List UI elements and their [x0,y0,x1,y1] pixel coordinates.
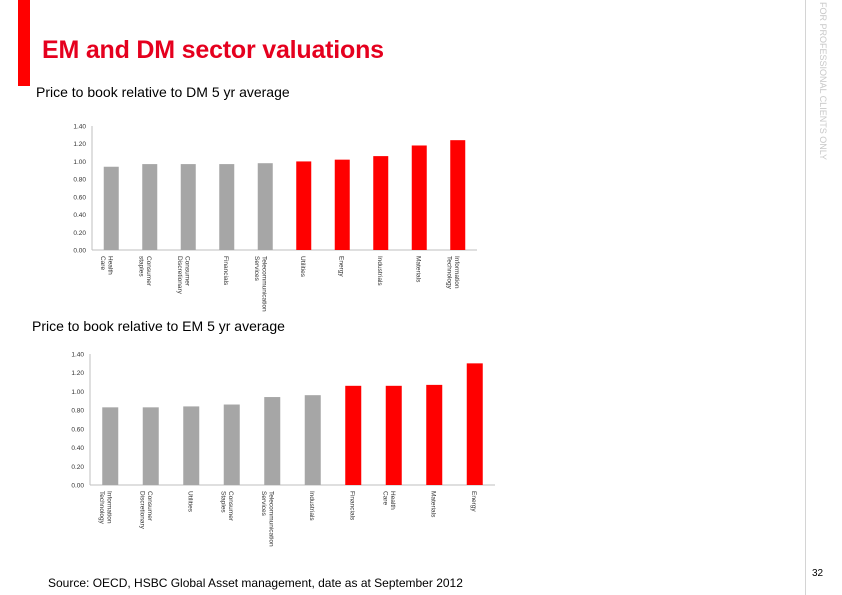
x-tick-label: ConsumerDiscretionary [138,491,153,530]
x-tick-label: InformationTechnology [98,491,113,525]
bar [257,163,273,250]
x-tick-label: HealthCare [381,491,396,510]
y-tick-label: 1.20 [71,370,84,377]
x-tick-label: Utilities [186,491,193,513]
bar [180,164,196,250]
x-tick-label: TelecommunicationServices [260,491,275,547]
bar [219,164,235,250]
bar [304,395,321,485]
y-tick-label: 0.00 [73,248,86,255]
y-tick-label: 0.20 [73,230,86,237]
x-tick-label: Materials [429,491,436,518]
chart-em-relative: 0.00 0.20 0.40 0.60 0.80 1.00 1.20 1.40 Informat… [71,352,495,547]
y-tick-label: 0.40 [71,445,84,452]
x-tick-label: Financials [222,256,229,286]
y-tick-label: 0.00 [71,483,84,490]
x-tick-label: Materials [414,256,421,283]
page-number: 32 [812,568,824,579]
chart-1-title: Price to book relative to DM 5 yr averag… [36,84,290,100]
bar [426,384,443,485]
y-tick-label: 0.20 [71,464,84,471]
x-tick-label: Industrials [308,491,315,521]
x-tick-label: Energy [470,491,477,512]
y-tick-label: 0.40 [73,212,86,219]
y-tick-label: 1.20 [73,141,86,148]
x-tick-label: HealthCare [99,256,114,275]
x-tick-label: ConsumerDiscretionary [176,256,191,295]
y-tick-label: 0.80 [73,177,86,184]
bar [334,159,350,250]
x-tick-label: InformationTechnology [445,256,460,290]
vertical-note: FOR PROFESSIONAL CLIENTS ONLY [818,2,828,161]
y-tick-label: 1.40 [71,352,84,359]
bar [296,161,312,250]
bar [345,385,362,485]
bar [411,145,427,250]
y-tick-label: 0.60 [71,426,84,433]
y-tick-label: 1.00 [73,159,86,166]
right-divider [805,0,806,595]
y-tick-label: 1.00 [71,389,84,396]
y-tick-label: 0.80 [71,408,84,415]
bar [373,156,389,250]
bar [223,404,240,485]
x-tick-label: Utilities [299,256,306,278]
bar [142,164,158,250]
chart-2-title: Price to book relative to EM 5 yr averag… [32,318,285,334]
page-title: EM and DM sector valuations [42,36,384,64]
bar [466,363,483,485]
x-tick-label: Industrials [376,256,383,286]
x-tick-label: Energy [337,256,344,277]
x-tick-label: Financials [348,491,355,521]
source-note: Source: OECD, HSBC Global Asset manageme… [48,576,463,590]
bar [385,385,402,485]
x-tick-label: TelecommunicationServices [253,256,268,312]
y-tick-label: 0.60 [73,194,86,201]
x-tick-label: Consumerstaples [137,256,152,287]
bar [142,407,159,485]
red-accent-bar [18,0,30,86]
x-tick-label: ConsumerStaples [219,491,234,522]
bar [183,406,200,485]
bar [264,397,281,485]
chart-dm-relative: 0.00 0.20 0.40 0.60 0.80 1.00 1.20 1.40 HealthCa… [73,124,477,312]
bar [102,407,119,485]
y-tick-label: 1.40 [73,124,86,131]
bar [103,166,119,250]
bar [450,140,466,250]
